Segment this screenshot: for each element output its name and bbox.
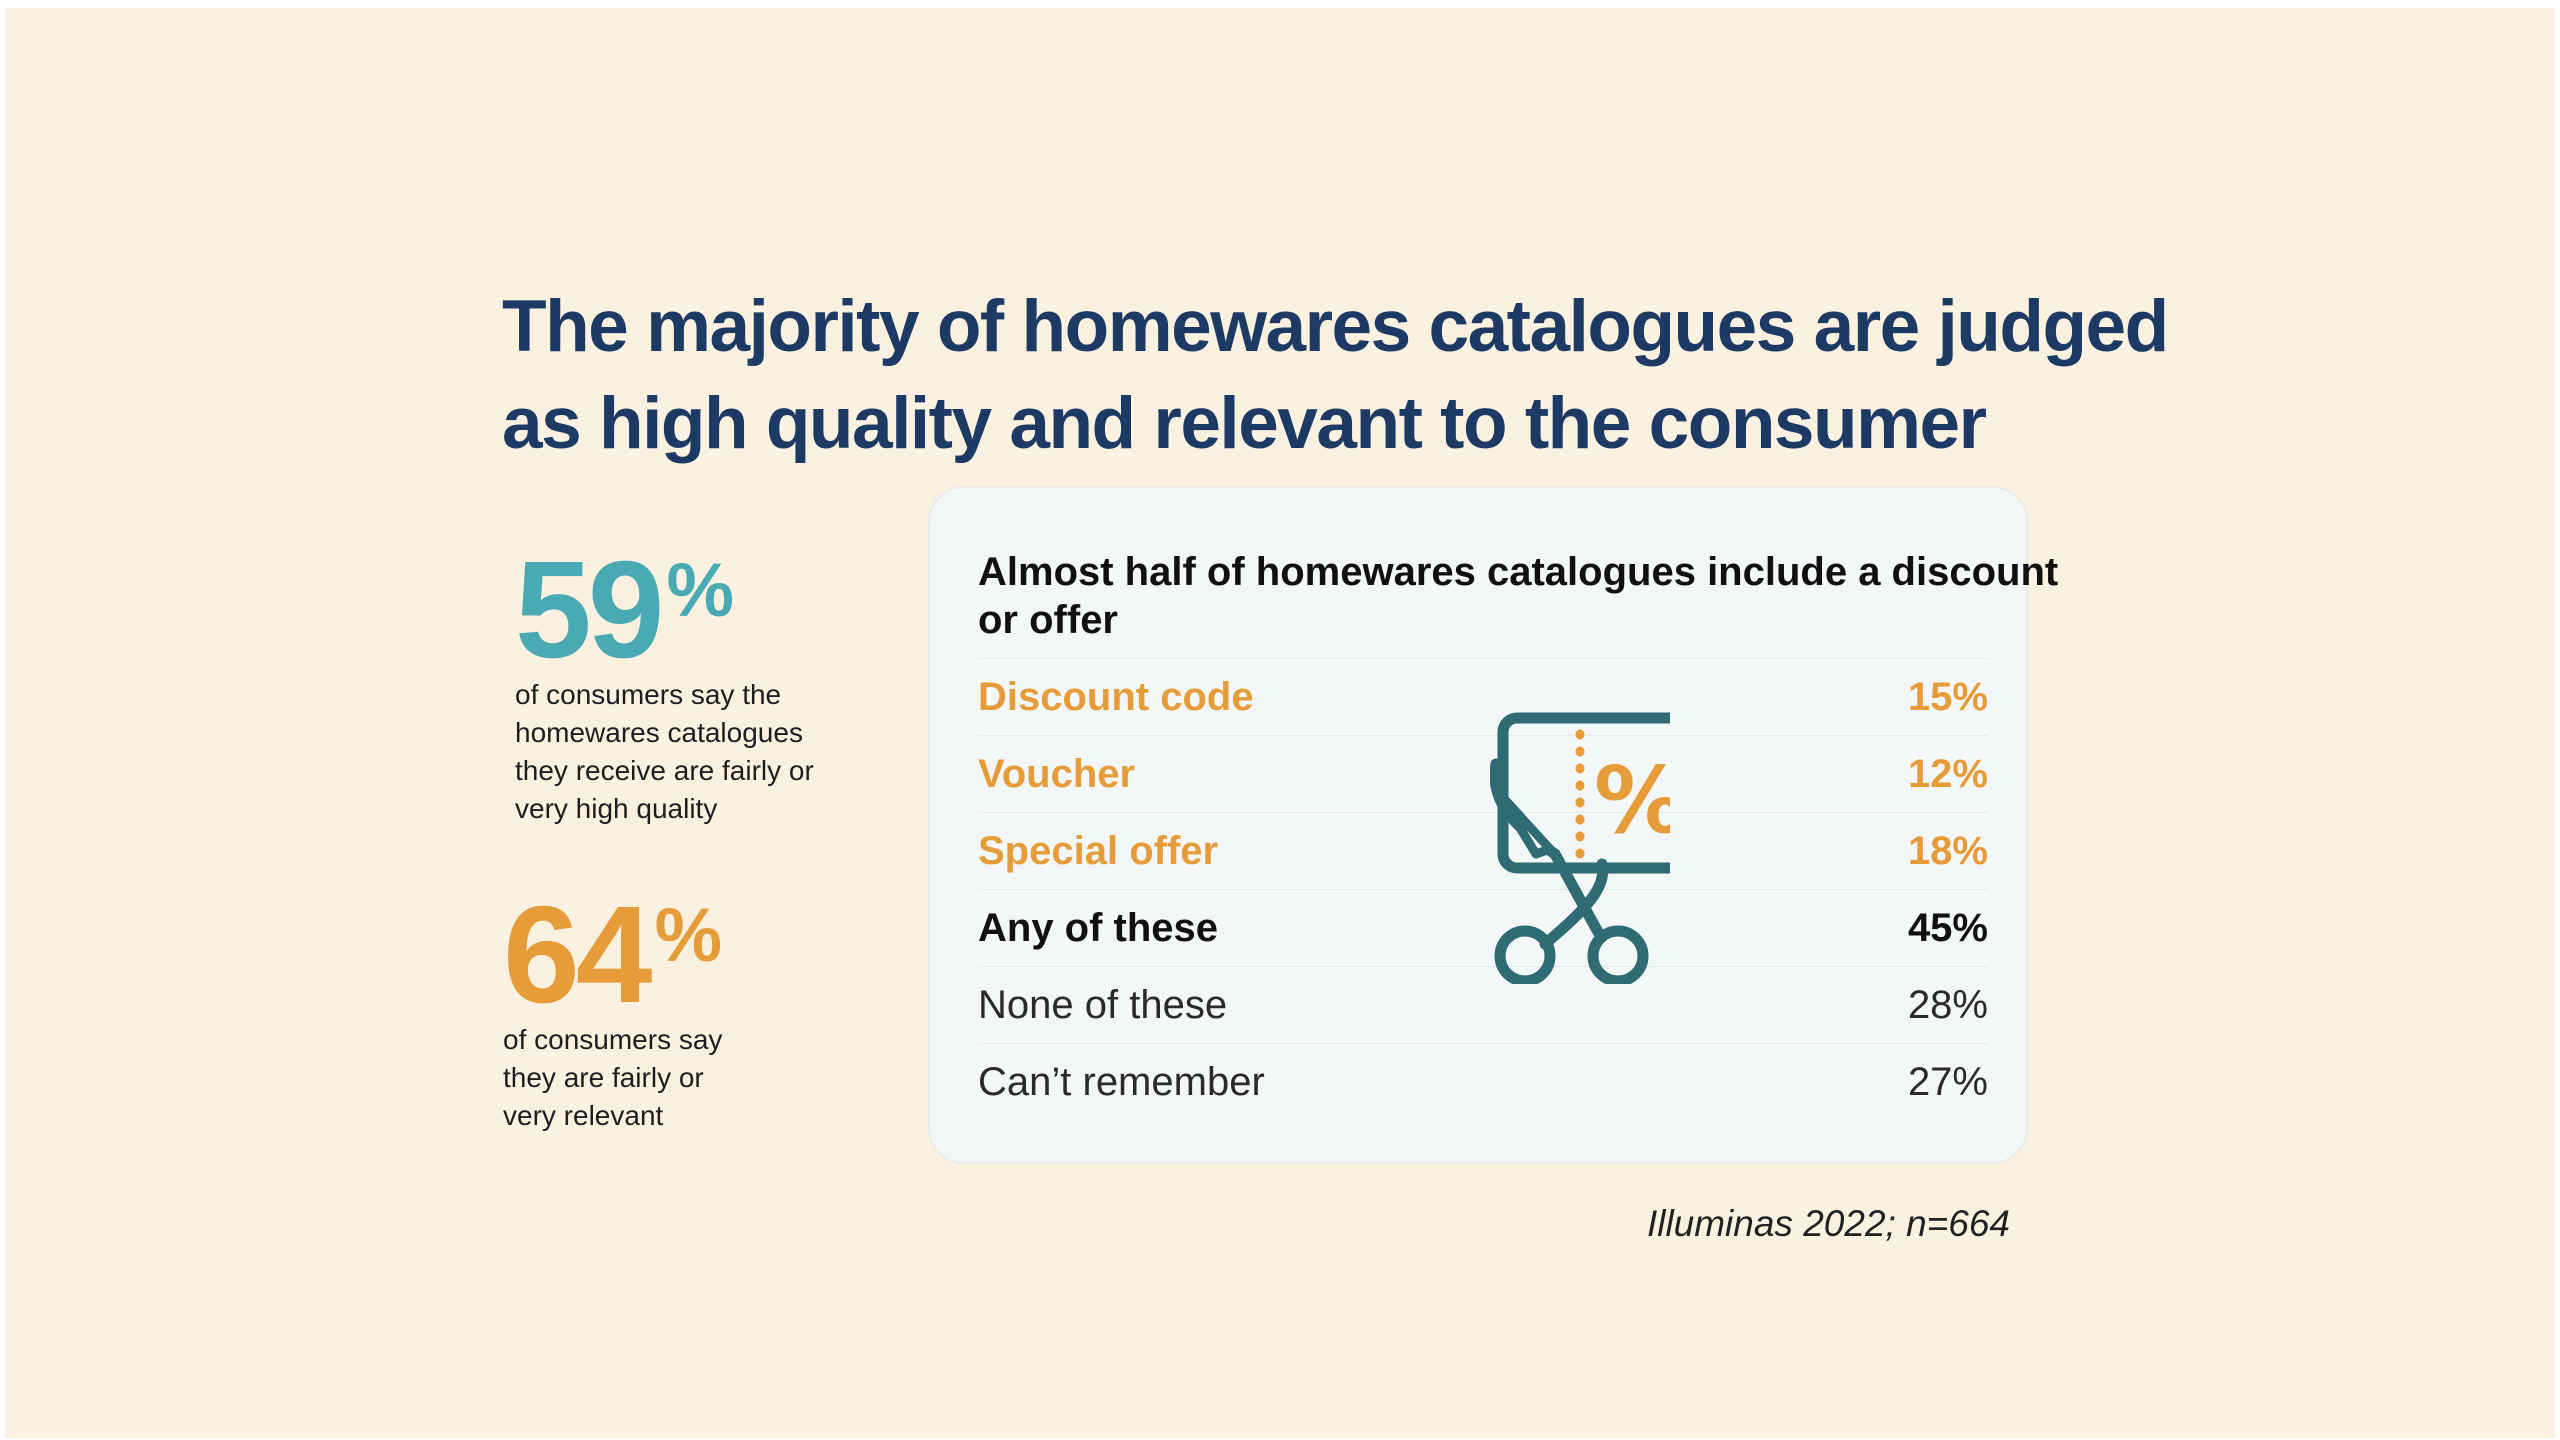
row-value: 45% [1907, 905, 1988, 950]
stat-quality-desc-line: homewares catalogues [515, 717, 803, 748]
row-label: Special offer [978, 828, 1219, 873]
headline-line-2: as high quality and relevant to the cons… [502, 383, 1987, 464]
row-value: 15% [1907, 674, 1988, 719]
stat-relevance-description: of consumers say they are fairly or very… [503, 1021, 722, 1135]
stat-quality-value: 59 [515, 533, 664, 687]
stat-quality-desc-line: they receive are fairly or [515, 755, 814, 786]
table-row-voucher: Voucher 12% [978, 735, 1988, 812]
stat-relevance-desc-line: they are fairly or [503, 1062, 704, 1093]
discount-table: Discount code 15% Voucher 12% Special of… [978, 658, 1988, 1120]
discount-card-title-line-2: or offer [978, 598, 1118, 642]
stat-relevance-unit: % [654, 893, 723, 978]
row-value: 12% [1907, 751, 1988, 796]
discount-card-title-line-1: Almost half of homewares catalogues incl… [978, 550, 2059, 594]
discount-card-title: Almost half of homewares catalogues incl… [978, 548, 2059, 644]
row-value: 28% [1907, 982, 1988, 1027]
row-label: Any of these [978, 905, 1219, 950]
coupon-scissors-icon: % [1490, 712, 1670, 984]
percent-glyph: % [1594, 747, 1670, 854]
headline: The majority of homewares catalogues are… [502, 278, 2202, 472]
row-label: None of these [978, 982, 1228, 1027]
table-row-special-offer: Special offer 18% [978, 812, 1988, 889]
stat-quality-figure: 59 % [515, 533, 814, 687]
stat-quality-desc-line: very high quality [515, 793, 718, 824]
stat-relevance: 64 % of consumers say they are fairly or… [503, 878, 723, 1135]
infographic-background: The majority of homewares catalogues are… [5, 8, 2555, 1438]
stat-relevance-value: 64 [503, 878, 652, 1032]
discount-card: Almost half of homewares catalogues incl… [928, 486, 2059, 1164]
table-row-cant-remember: Can’t remember 27% [978, 1043, 1988, 1120]
row-label: Discount code [978, 674, 1254, 719]
row-value: 27% [1907, 1059, 1988, 1104]
stat-quality-desc-line: of consumers say the [515, 679, 782, 710]
table-row-discount-code: Discount code 15% [978, 658, 1988, 735]
source-note: Illuminas 2022; n=664 [1646, 1203, 2010, 1244]
table-row-none-of-these: None of these 28% [978, 966, 1988, 1043]
row-label: Can’t remember [978, 1059, 1265, 1104]
row-value: 18% [1907, 828, 1988, 873]
row-label: Voucher [978, 751, 1136, 796]
stat-relevance-figure: 64 % [503, 878, 723, 1032]
headline-line-1: The majority of homewares catalogues are… [502, 286, 2169, 367]
stat-quality-description: of consumers say the homewares catalogue… [515, 676, 814, 828]
stat-relevance-desc-line: very relevant [503, 1100, 664, 1131]
stat-quality-unit: % [666, 548, 735, 633]
stat-quality: 59 % of consumers say the homewares cata… [515, 533, 814, 828]
table-row-any-of-these: Any of these 45% [978, 889, 1988, 966]
stat-relevance-desc-line: of consumers say [503, 1024, 723, 1055]
